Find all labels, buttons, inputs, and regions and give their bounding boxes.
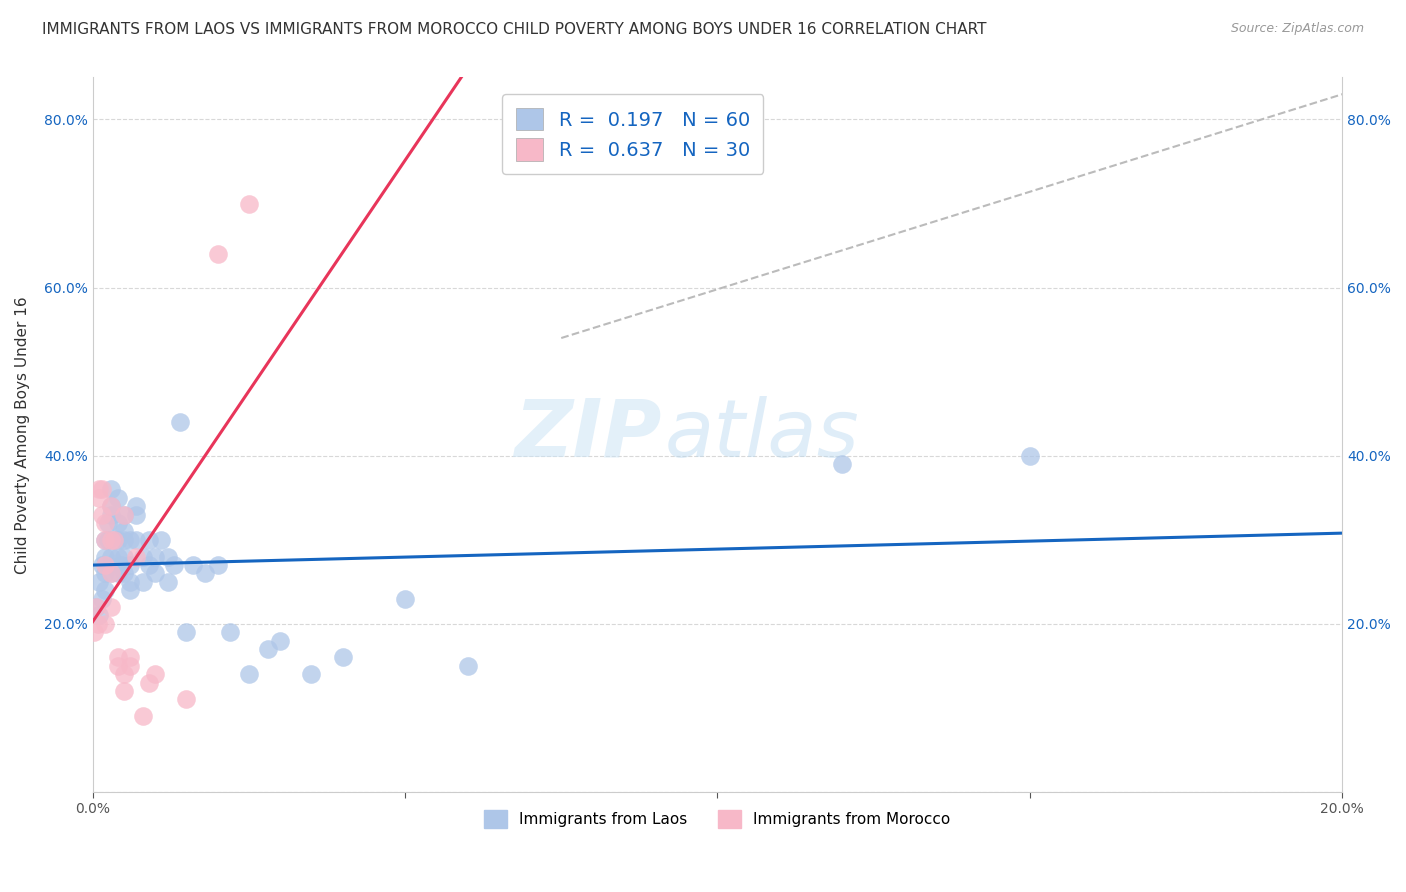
Point xyxy=(394,591,416,606)
Point xyxy=(91,558,114,572)
Point xyxy=(107,491,129,505)
Point xyxy=(100,508,122,522)
Point xyxy=(112,667,135,681)
Point xyxy=(125,549,148,564)
Point xyxy=(138,533,160,547)
Point xyxy=(103,533,125,547)
Point xyxy=(107,516,129,530)
Point xyxy=(120,574,142,589)
Point xyxy=(131,549,153,564)
Point xyxy=(97,533,120,547)
Point xyxy=(97,516,120,530)
Point xyxy=(299,667,322,681)
Point xyxy=(120,583,142,598)
Point xyxy=(94,583,117,598)
Point xyxy=(110,558,132,572)
Point xyxy=(87,574,110,589)
Point xyxy=(120,558,142,572)
Point xyxy=(103,533,125,547)
Point xyxy=(181,558,204,572)
Point xyxy=(100,499,122,513)
Point xyxy=(87,483,110,497)
Point xyxy=(94,566,117,581)
Point xyxy=(219,625,242,640)
Point xyxy=(138,558,160,572)
Point xyxy=(112,524,135,539)
Point xyxy=(107,566,129,581)
Text: Source: ZipAtlas.com: Source: ZipAtlas.com xyxy=(1230,22,1364,36)
Point xyxy=(269,633,291,648)
Point xyxy=(83,625,105,640)
Point xyxy=(91,483,114,497)
Point xyxy=(120,650,142,665)
Point xyxy=(94,558,117,572)
Point xyxy=(131,574,153,589)
Point xyxy=(1018,449,1040,463)
Point xyxy=(143,566,166,581)
Point xyxy=(112,533,135,547)
Point xyxy=(87,491,110,505)
Point xyxy=(138,675,160,690)
Point xyxy=(169,415,191,429)
Point xyxy=(176,625,198,640)
Point xyxy=(94,533,117,547)
Point xyxy=(94,533,117,547)
Point xyxy=(100,483,122,497)
Point xyxy=(100,600,122,615)
Point xyxy=(457,658,479,673)
Point xyxy=(176,692,198,706)
Point xyxy=(100,566,122,581)
Point xyxy=(100,533,122,547)
Point xyxy=(107,650,129,665)
Point xyxy=(84,600,107,615)
Point xyxy=(156,549,179,564)
Point xyxy=(107,658,129,673)
Point xyxy=(238,196,260,211)
Point xyxy=(143,549,166,564)
Point xyxy=(207,247,229,261)
Point xyxy=(112,508,135,522)
Point xyxy=(831,457,853,471)
Legend: Immigrants from Laos, Immigrants from Morocco: Immigrants from Laos, Immigrants from Mo… xyxy=(478,804,956,834)
Point xyxy=(112,549,135,564)
Point xyxy=(120,658,142,673)
Point xyxy=(94,549,117,564)
Point xyxy=(125,508,148,522)
Text: atlas: atlas xyxy=(665,396,859,474)
Point xyxy=(150,533,173,547)
Point xyxy=(125,533,148,547)
Point xyxy=(207,558,229,572)
Point xyxy=(84,600,107,615)
Point xyxy=(94,516,117,530)
Point xyxy=(156,574,179,589)
Point xyxy=(112,508,135,522)
Point xyxy=(125,499,148,513)
Point xyxy=(120,533,142,547)
Point xyxy=(112,566,135,581)
Point xyxy=(112,684,135,698)
Point xyxy=(163,558,186,572)
Point xyxy=(143,667,166,681)
Point xyxy=(100,549,122,564)
Y-axis label: Child Poverty Among Boys Under 16: Child Poverty Among Boys Under 16 xyxy=(15,296,30,574)
Point xyxy=(86,616,108,631)
Point xyxy=(94,616,117,631)
Point xyxy=(131,709,153,723)
Point xyxy=(100,566,122,581)
Point xyxy=(238,667,260,681)
Point xyxy=(91,508,114,522)
Point xyxy=(100,499,122,513)
Point xyxy=(107,549,129,564)
Point xyxy=(332,650,354,665)
Point xyxy=(107,533,129,547)
Point xyxy=(87,608,110,623)
Text: ZIP: ZIP xyxy=(513,396,661,474)
Point xyxy=(256,642,278,657)
Point xyxy=(91,591,114,606)
Point xyxy=(194,566,217,581)
Text: IMMIGRANTS FROM LAOS VS IMMIGRANTS FROM MOROCCO CHILD POVERTY AMONG BOYS UNDER 1: IMMIGRANTS FROM LAOS VS IMMIGRANTS FROM … xyxy=(42,22,987,37)
